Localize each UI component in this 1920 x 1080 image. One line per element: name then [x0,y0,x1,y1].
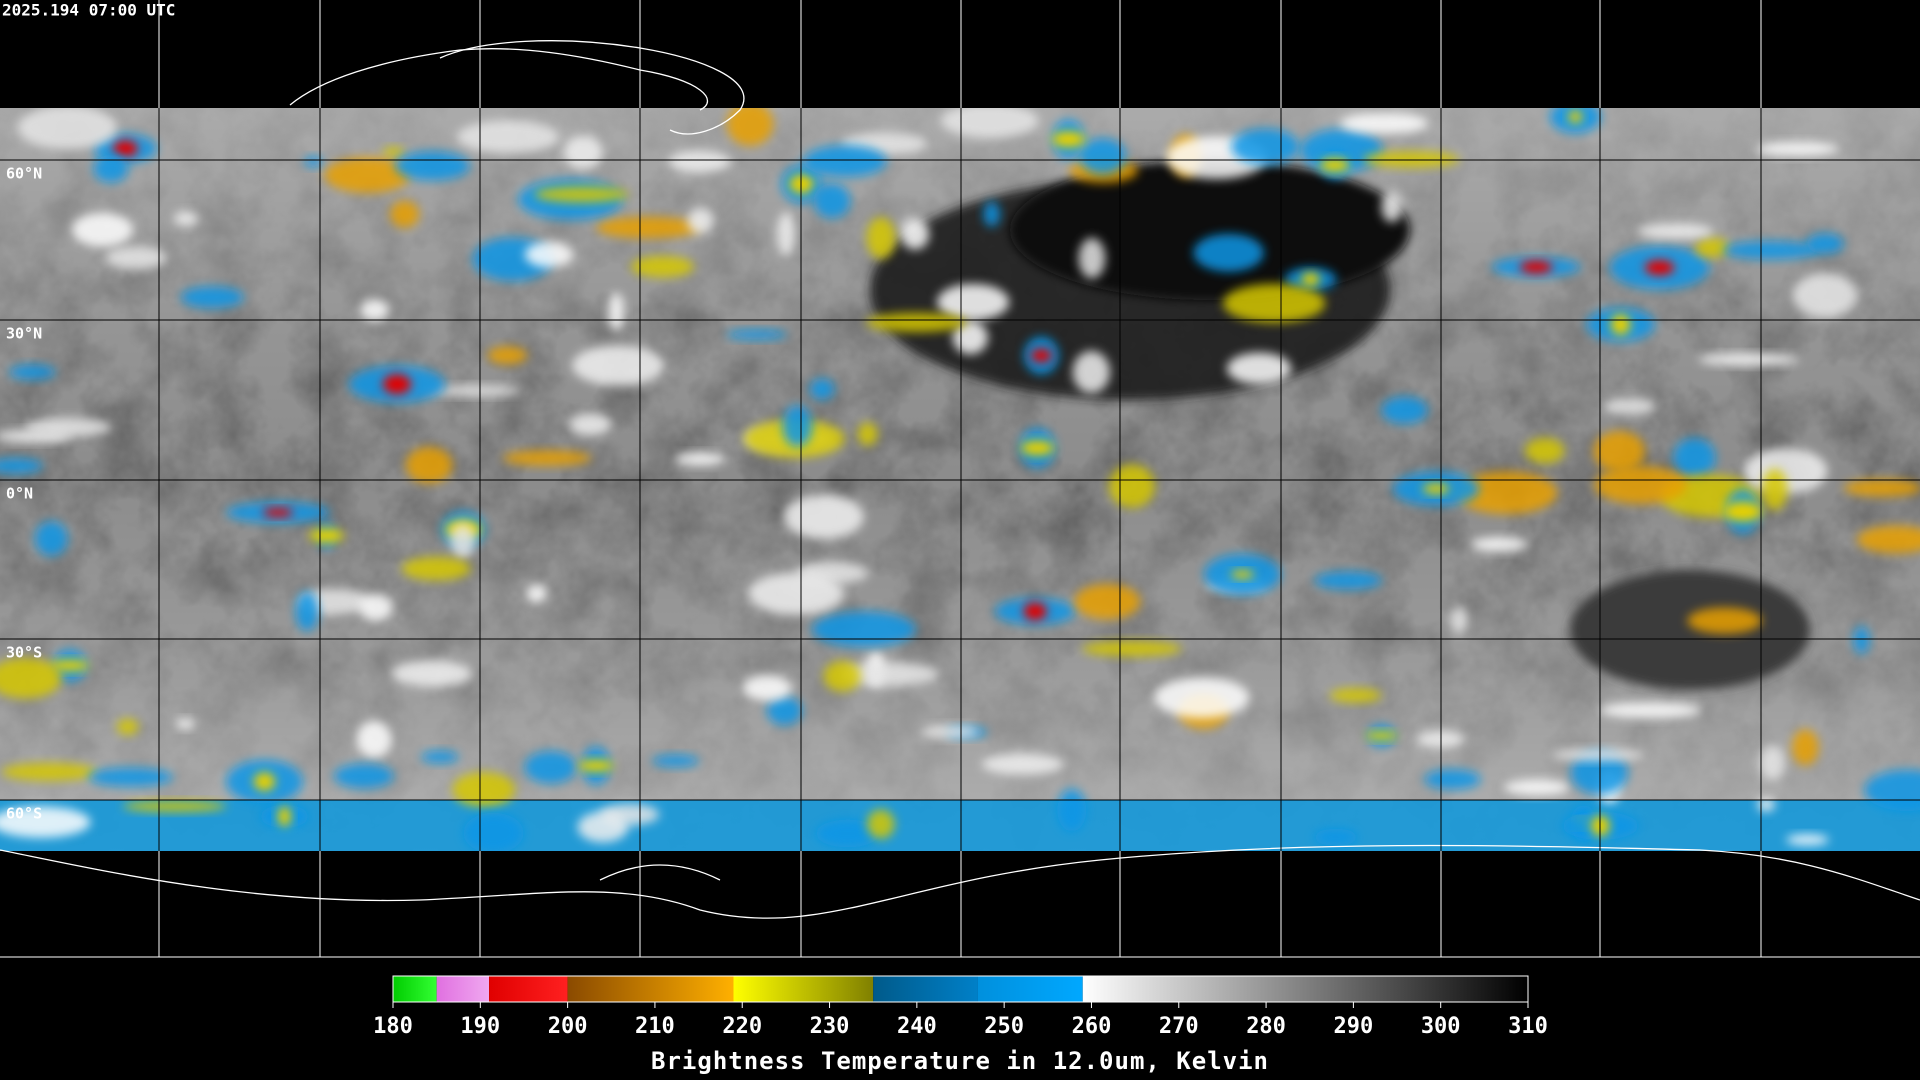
colorbar-tick-label: 210 [635,1014,675,1039]
colorbar-segment [873,976,978,1002]
colorbar-tick-label: 220 [722,1014,762,1039]
colorbar-tick-label: 200 [548,1014,588,1039]
colorbar-tick-label: 280 [1246,1014,1286,1039]
latitude-label: 60°S [6,805,42,823]
latitude-label: 60°N [6,165,42,183]
colorbar-tick-label: 230 [810,1014,850,1039]
colorbar-tick-label: 260 [1072,1014,1112,1039]
graticule [0,0,1920,958]
colorbar-tick-label: 190 [460,1014,500,1039]
coastline [599,864,721,881]
colorbar-tick-label: 270 [1159,1014,1199,1039]
colorbar-segment [567,976,734,1002]
colorbar-tick-label: 290 [1334,1014,1374,1039]
colorbar-segment [733,976,874,1002]
colorbar-tick-label: 240 [897,1014,937,1039]
latitude-label: 30°N [6,325,42,343]
colorbar-segment [393,976,437,1002]
colorbar-tick-label: 310 [1508,1014,1548,1039]
colorbar-title: Brightness Temperature in 12.0um, Kelvin [651,1047,1269,1075]
colorbar-frame [392,975,1529,1003]
colorbar-segment [436,976,490,1002]
coastline [439,40,745,135]
colorbar-tick-label: 300 [1421,1014,1461,1039]
coastline [289,48,709,111]
colorbar-segment [489,976,568,1002]
latitude-label: 30°S [6,644,42,662]
colorbar-segment [1082,976,1528,1002]
colorbar-tick-label: 250 [984,1014,1024,1039]
latitude-label: 0°N [6,485,33,503]
colorbar-segment [977,976,1083,1002]
timestamp: 2025.194 07:00 UTC [2,1,175,20]
satellite-imagery [0,108,1920,851]
colorbar-tick-label: 180 [373,1014,413,1039]
coastline [0,844,1920,919]
colorbar: 180 190 200 210 220 230 240 250 260 270 280 290 300 3… [373,975,1548,1039]
